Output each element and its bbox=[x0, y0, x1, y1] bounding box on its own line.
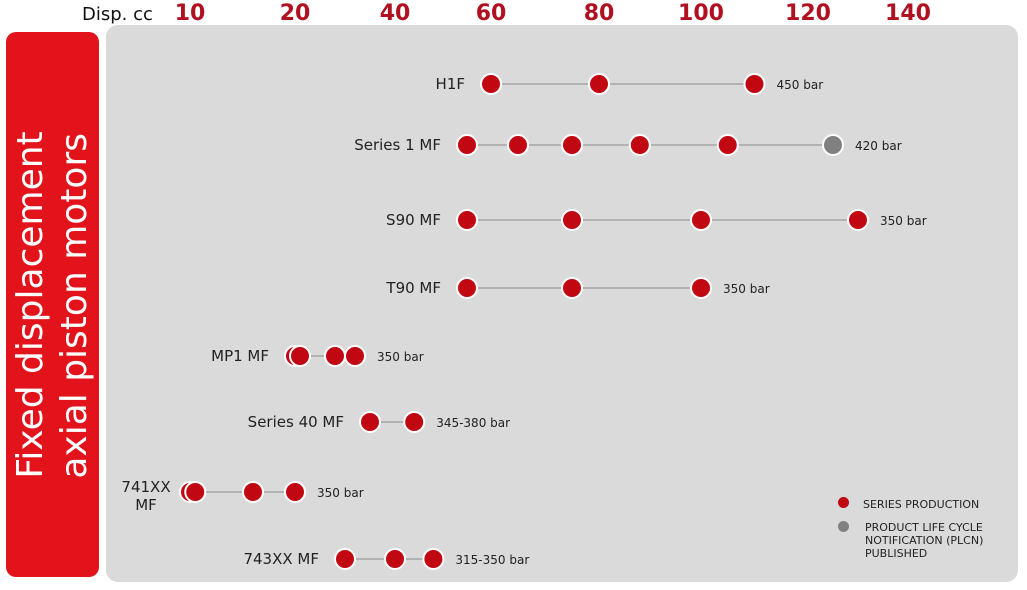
data-point bbox=[561, 209, 583, 231]
data-point bbox=[289, 345, 311, 367]
pressure-label: 450 bar bbox=[777, 78, 824, 92]
series-name: MP1 MF bbox=[211, 347, 269, 365]
pressure-label: 345-380 bar bbox=[436, 416, 510, 430]
data-point bbox=[334, 548, 356, 570]
data-point bbox=[690, 209, 712, 231]
data-point bbox=[743, 73, 766, 95]
data-point bbox=[561, 277, 583, 299]
series-name: 741XX MF bbox=[121, 478, 170, 514]
data-point bbox=[403, 411, 426, 433]
data-point bbox=[628, 134, 651, 156]
pressure-label: 350 bar bbox=[723, 282, 770, 296]
pressure-label: 350 bar bbox=[377, 350, 424, 364]
data-point bbox=[456, 134, 478, 156]
series-name: Series 40 MF bbox=[248, 413, 344, 431]
x-tick-label: 120 bbox=[785, 1, 831, 26]
series-name: H1F bbox=[436, 75, 465, 93]
series-name: Series 1 MF bbox=[354, 136, 441, 154]
data-point bbox=[284, 481, 306, 503]
data-point bbox=[822, 134, 844, 156]
data-point bbox=[344, 345, 366, 367]
data-point bbox=[561, 134, 583, 156]
legend-marker bbox=[838, 497, 849, 508]
x-tick-label: 140 bbox=[885, 1, 931, 26]
x-tick-label: 100 bbox=[678, 1, 724, 26]
pressure-label: 315-350 bar bbox=[455, 553, 529, 567]
side-title-banner: Fixed displacement axial piston motors bbox=[6, 32, 99, 577]
pressure-label: 420 bar bbox=[855, 139, 902, 153]
data-point bbox=[359, 411, 381, 433]
data-point bbox=[422, 548, 445, 570]
x-tick-label: 80 bbox=[583, 1, 615, 26]
x-tick-label: 40 bbox=[379, 1, 411, 26]
data-point bbox=[588, 73, 610, 95]
data-point bbox=[242, 481, 264, 503]
legend-label: PRODUCT LIFE CYCLE NOTIFICATION (PLCN) P… bbox=[865, 521, 984, 560]
x-axis-title: Disp. cc bbox=[82, 4, 153, 25]
data-point bbox=[480, 73, 502, 95]
data-point bbox=[324, 345, 346, 367]
series-name: 743XX MF bbox=[243, 550, 319, 568]
data-point bbox=[456, 209, 478, 231]
series-name: S90 MF bbox=[386, 211, 441, 229]
data-point bbox=[456, 277, 478, 299]
data-point bbox=[690, 277, 712, 299]
data-point bbox=[847, 209, 869, 231]
data-point bbox=[184, 481, 207, 503]
x-tick-label: 10 bbox=[174, 1, 206, 26]
pressure-label: 350 bar bbox=[317, 486, 364, 500]
data-point bbox=[716, 134, 739, 156]
legend-marker bbox=[838, 521, 849, 532]
legend-label: SERIES PRODUCTION bbox=[863, 498, 980, 511]
pressure-label: 350 bar bbox=[880, 214, 927, 228]
data-point bbox=[507, 134, 529, 156]
data-point bbox=[384, 548, 406, 570]
x-tick-label: 20 bbox=[279, 1, 311, 26]
series-name: T90 MF bbox=[385, 279, 441, 297]
x-tick-label: 60 bbox=[475, 1, 507, 26]
